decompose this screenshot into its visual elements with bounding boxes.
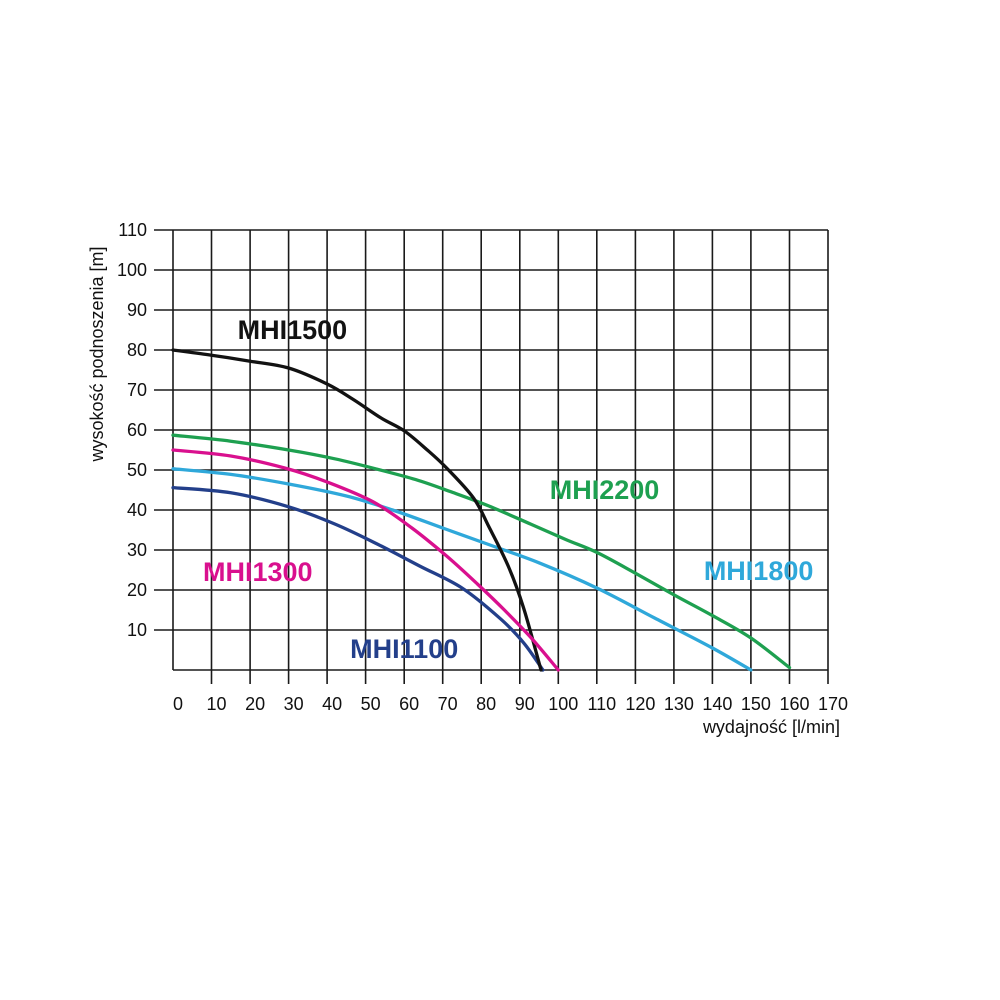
series-label-mhi2200: MHI2200: [550, 475, 660, 505]
x-tick-label: 50: [361, 694, 381, 714]
series-labels: MHI2200 MHI1800 MHI1100 MHI1500 MHI1300: [203, 315, 813, 664]
curve-mhi2200: [171, 433, 792, 670]
curve-mhi1300: [171, 448, 560, 672]
y-tick-label: 10: [127, 620, 147, 640]
x-tick-label: 70: [438, 694, 458, 714]
curve-mhi1100: [171, 485, 545, 672]
x-tick-label: 140: [702, 694, 732, 714]
pump-curves: [171, 348, 792, 672]
series-label-mhi1100: MHI1100: [350, 634, 458, 664]
y-tick-label: 50: [127, 460, 147, 480]
y-tick-label: 40: [127, 500, 147, 520]
series-label-mhi1300: MHI1300: [203, 557, 313, 587]
x-axis-title: wydajność [l/min]: [702, 717, 840, 737]
y-tick-label: 70: [127, 380, 147, 400]
x-tick-label: 0: [173, 694, 183, 714]
y-tick-label: 110: [118, 220, 147, 240]
y-axis-title: wysokość podnoszenia [m]: [87, 246, 107, 462]
y-axis-tick-labels: 10 20 30 40 50 60 70 80 90 100 110: [117, 220, 147, 640]
x-tick-label: 20: [245, 694, 265, 714]
x-axis-tick-labels: 0 10 20 30 40 50 60 70 80 90 100 110 120 130 140 150 160…: [173, 694, 848, 714]
y-tick-label: 30: [127, 540, 147, 560]
x-tick-label: 110: [587, 694, 616, 714]
x-tick-label: 10: [206, 694, 226, 714]
x-tick-label: 170: [818, 694, 848, 714]
y-tick-label: 80: [127, 340, 147, 360]
x-tick-label: 90: [515, 694, 535, 714]
x-tick-label: 150: [741, 694, 771, 714]
y-tick-label: 100: [117, 260, 147, 280]
x-tick-label: 100: [548, 694, 578, 714]
x-tick-label: 120: [625, 694, 655, 714]
x-tick-label: 160: [779, 694, 809, 714]
curve-mhi1800: [171, 467, 753, 672]
x-tick-label: 130: [664, 694, 694, 714]
y-tick-label: 60: [127, 420, 147, 440]
grid: [154, 229, 829, 684]
x-tick-label: 40: [322, 694, 342, 714]
curve-mhi1500: [171, 348, 543, 672]
x-tick-label: 80: [476, 694, 496, 714]
y-tick-label: 90: [127, 300, 147, 320]
x-tick-label: 30: [284, 694, 304, 714]
series-label-mhi1800: MHI1800: [704, 556, 814, 586]
series-label-mhi1500: MHI1500: [238, 315, 348, 345]
y-tick-label: 20: [127, 580, 147, 600]
x-tick-label: 60: [399, 694, 419, 714]
